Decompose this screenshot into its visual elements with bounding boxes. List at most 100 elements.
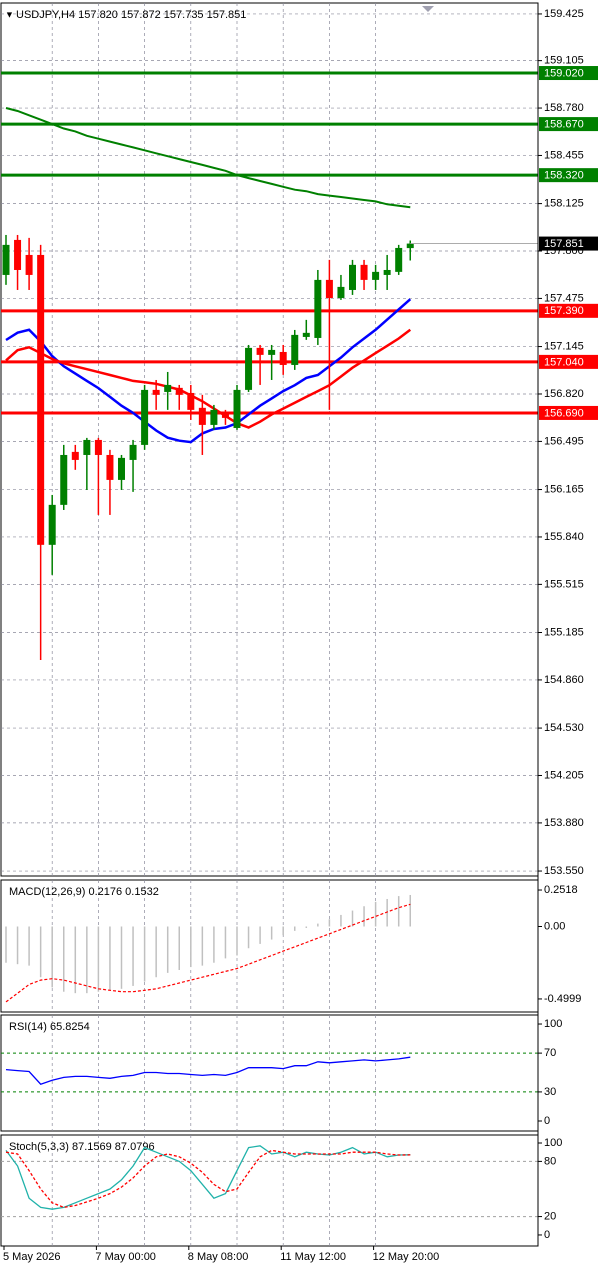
x-tick-label: 8 May 08:00 bbox=[188, 1251, 249, 1263]
candle-body bbox=[152, 389, 160, 395]
x-tick-label: 12 May 20:00 bbox=[373, 1251, 440, 1263]
y-tick-label: 158.455 bbox=[544, 149, 584, 161]
menu-arrow[interactable]: ▼ bbox=[5, 9, 14, 19]
candle-body bbox=[221, 411, 229, 418]
y-tick-label: 100 bbox=[544, 1137, 562, 1149]
candle-body bbox=[291, 334, 299, 365]
candle-body bbox=[83, 439, 91, 455]
candle-body bbox=[256, 347, 264, 355]
y-tick-label: 159.425 bbox=[544, 8, 584, 20]
candle-body bbox=[164, 384, 172, 392]
candle-body bbox=[2, 244, 10, 275]
price-label: 158.670 bbox=[544, 118, 584, 130]
y-tick-label: 157.475 bbox=[544, 292, 584, 304]
candle-body bbox=[25, 254, 33, 275]
candle-body bbox=[302, 332, 310, 337]
candle-body bbox=[360, 264, 368, 280]
price-label: 157.851 bbox=[544, 238, 584, 250]
candle-body bbox=[118, 457, 125, 480]
y-tick-label: 80 bbox=[544, 1155, 556, 1167]
y-tick-label: 157.145 bbox=[544, 340, 584, 352]
candle-body bbox=[233, 389, 241, 428]
y-tick-label: 154.530 bbox=[544, 722, 584, 734]
candle-body bbox=[268, 349, 276, 355]
x-tick-label: 5 May 2026 bbox=[3, 1251, 60, 1263]
y-tick-label: 20 bbox=[544, 1210, 556, 1222]
candle-body bbox=[337, 286, 345, 298]
y-tick-label: 155.185 bbox=[544, 626, 584, 638]
signal-line bbox=[5, 903, 411, 1003]
y-tick-label: 158.125 bbox=[544, 198, 584, 210]
y-tick-label: 156.495 bbox=[544, 435, 584, 447]
panel-title: USDJPY,H4 157.820 157.872 157.735 157.85… bbox=[16, 9, 246, 21]
y-tick-label: 153.550 bbox=[544, 865, 584, 877]
candle-body bbox=[60, 454, 68, 505]
price-label-box bbox=[539, 168, 598, 183]
indicator-line bbox=[5, 1145, 411, 1210]
price-label: 158.320 bbox=[544, 170, 584, 182]
y-tick-label: 159.105 bbox=[544, 55, 584, 67]
price-label-box bbox=[539, 405, 598, 420]
indicator-line bbox=[5, 1056, 411, 1085]
candle-body bbox=[245, 347, 253, 390]
y-tick-label: 154.205 bbox=[544, 769, 584, 781]
y-tick-label: 153.880 bbox=[544, 817, 584, 829]
candle-body bbox=[48, 504, 56, 545]
price-label: 156.690 bbox=[544, 407, 584, 419]
y-tick-label: 156.820 bbox=[544, 388, 584, 400]
candle-body bbox=[129, 444, 137, 460]
candle-body bbox=[141, 389, 149, 445]
price-label-box bbox=[539, 66, 598, 81]
candle-body bbox=[314, 279, 322, 338]
y-tick-label: 157.800 bbox=[544, 245, 584, 257]
y-tick-label: 156.165 bbox=[544, 483, 584, 495]
y-tick-label: 70 bbox=[544, 1047, 556, 1059]
y-tick-label: 154.860 bbox=[544, 674, 584, 686]
y-tick-label: 155.515 bbox=[544, 578, 584, 590]
price-label-box bbox=[539, 117, 598, 132]
candle-body bbox=[372, 271, 380, 280]
y-tick-label: 0 bbox=[544, 1115, 550, 1127]
candle-body bbox=[383, 269, 391, 275]
x-tick-label: 11 May 12:00 bbox=[280, 1251, 346, 1263]
y-tick-label: 0.00 bbox=[544, 920, 565, 932]
candle-body bbox=[106, 454, 114, 480]
price-label: 159.020 bbox=[544, 67, 584, 79]
candle-body bbox=[279, 351, 287, 365]
candle-body bbox=[325, 279, 333, 298]
y-tick-label: -0.4999 bbox=[544, 993, 581, 1005]
y-tick-label: 100 bbox=[544, 1018, 562, 1030]
candle-body bbox=[14, 239, 22, 270]
price-label: 157.390 bbox=[544, 305, 584, 317]
candle-body bbox=[395, 247, 403, 272]
x-tick-label: 7 May 00:00 bbox=[95, 1251, 156, 1263]
candle-body bbox=[94, 439, 102, 455]
y-tick-label: 0 bbox=[544, 1229, 550, 1241]
y-tick-label: 0.2518 bbox=[544, 884, 578, 896]
panel-title: Stoch(5,3,3) 87.1569 87.0796 bbox=[9, 1141, 155, 1153]
indicator-line bbox=[5, 1149, 411, 1209]
price-label-box bbox=[539, 303, 598, 318]
shift-marker bbox=[422, 6, 434, 12]
moving-average bbox=[5, 107, 411, 209]
price-label: 157.040 bbox=[544, 356, 584, 368]
candle-body bbox=[187, 392, 195, 410]
candle-body bbox=[349, 264, 356, 290]
moving-average bbox=[5, 328, 412, 429]
y-tick-label: 155.840 bbox=[544, 531, 584, 543]
panel-title: MACD(12,26,9) 0.2176 0.1532 bbox=[9, 886, 159, 898]
y-tick-label: 158.780 bbox=[544, 102, 584, 114]
candle-body bbox=[71, 451, 79, 460]
price-label-box bbox=[539, 236, 598, 251]
y-tick-label: 30 bbox=[544, 1086, 556, 1098]
candle-body bbox=[198, 407, 206, 425]
panel-title: RSI(14) 65.8254 bbox=[9, 1021, 90, 1033]
candle-body bbox=[210, 409, 218, 425]
candle-body bbox=[406, 243, 414, 249]
candle-body bbox=[175, 387, 183, 395]
price-label-box bbox=[539, 354, 598, 369]
moving-average bbox=[5, 298, 412, 444]
